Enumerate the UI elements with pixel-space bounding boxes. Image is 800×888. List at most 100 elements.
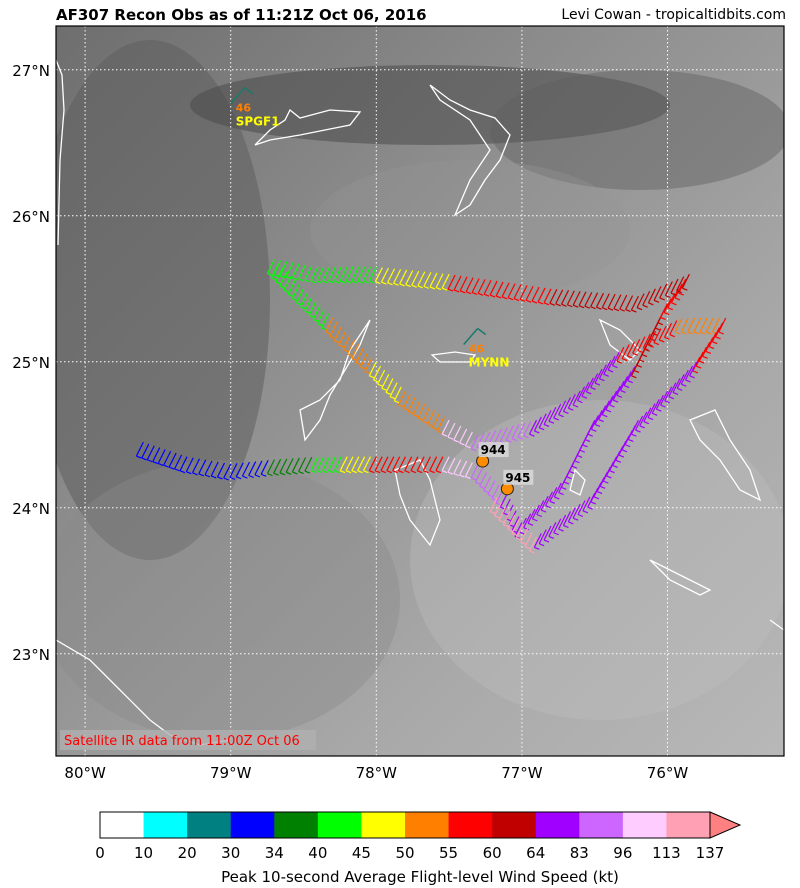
wind-barb-flag (643, 421, 650, 425)
wind-barb (470, 463, 479, 479)
colorbar-tick-label: 20 (178, 844, 197, 862)
satellite-note-box (60, 730, 316, 750)
wind-barb-flag (663, 311, 670, 316)
wind-barb-flag (706, 331, 712, 335)
wind-barb (453, 459, 462, 474)
wind-barb-flag (479, 485, 485, 489)
wind-barb (515, 523, 524, 539)
wind-barb (168, 452, 177, 468)
wind-barb (623, 371, 632, 386)
wind-barb-flag (529, 550, 535, 554)
wind-barb (653, 328, 662, 343)
wind-barb-flag (242, 475, 248, 479)
wind-barb (333, 266, 342, 282)
wind-barb (692, 356, 701, 372)
track-segment (223, 459, 269, 481)
wind-barb-flag (373, 379, 379, 383)
wind-barb-flag (584, 438, 591, 443)
wind-barb (566, 290, 575, 306)
track-segment (441, 419, 473, 449)
wind-barb-flag (538, 427, 545, 431)
wind-barb-flag (447, 436, 454, 440)
colorbar-tick-label: 45 (352, 844, 371, 862)
wind-barb (351, 266, 360, 282)
wind-barb-flag (540, 509, 547, 513)
track-segment (528, 393, 576, 437)
map-frame (55, 25, 785, 757)
wind-barb (659, 390, 669, 406)
wind-barb-flag (519, 298, 526, 302)
wind-barb-flag (693, 331, 700, 335)
wind-barb-flag (636, 307, 643, 311)
wind-barb-flag (584, 305, 591, 309)
wind-barb-flag (574, 460, 580, 464)
wind-barb (609, 390, 618, 406)
wind-barb (555, 289, 564, 305)
wind-barb-flag (718, 331, 724, 335)
wind-barb-flag (339, 470, 346, 474)
wind-barb (501, 282, 510, 298)
wind-barb (670, 278, 679, 294)
track-segment (368, 361, 402, 404)
wind-barb (676, 276, 685, 291)
wind-barb-flag (613, 308, 620, 312)
wind-barb-flag (260, 473, 267, 477)
wind-barb-flag (271, 277, 277, 281)
wind-barb-flag (517, 436, 524, 440)
wind-barb-flag (572, 304, 579, 308)
wind-barb (447, 457, 456, 473)
wind-barb-flag (568, 521, 574, 525)
wind-barb (479, 472, 488, 487)
wind-barb (544, 491, 554, 507)
wind-barb-flag (558, 528, 564, 532)
wind-barb (702, 342, 711, 357)
colorbar-tick-label: 83 (570, 844, 589, 862)
wind-barb-flag (304, 279, 311, 283)
wind-barb-flag (624, 444, 631, 448)
wind-barb (417, 271, 426, 287)
wind-barb (204, 460, 213, 476)
track-segment (339, 456, 372, 474)
wind-barb-flag (621, 449, 628, 453)
wind-barb-flag (637, 350, 644, 354)
wind-barb (538, 413, 547, 428)
wind-barb-flag (204, 474, 211, 478)
wind-barb-flag (621, 357, 628, 362)
wind-barb-flag (511, 532, 518, 537)
wind-barb (698, 346, 707, 362)
wind-barb (621, 344, 630, 359)
wind-barb (528, 536, 538, 552)
lat-tick-label: 27°N (12, 62, 50, 80)
wind-barb-flag (670, 292, 677, 296)
wind-barb-flag (657, 322, 664, 326)
wind-barb (459, 276, 468, 292)
wind-barb (380, 267, 389, 283)
wind-barb (540, 495, 549, 511)
wind-barb (603, 360, 612, 375)
wind-barb (459, 428, 468, 444)
colorbar-bin (405, 812, 450, 838)
wind-barb-flag (511, 438, 518, 442)
wind-barb (483, 476, 492, 491)
wind-barb (304, 456, 313, 472)
wind-barb (393, 386, 402, 402)
wind-barb (695, 351, 704, 367)
wind-barb (612, 385, 621, 401)
wind-barb-flag (507, 528, 513, 532)
colorbar-label: Peak 10-second Average Flight-level Wind… (221, 868, 619, 886)
wind-barb-flag (235, 476, 242, 480)
wind-barb (659, 303, 669, 318)
wind-barb (152, 447, 161, 462)
wind-barb (459, 460, 468, 476)
wind-barb (678, 278, 687, 294)
wind-barb-flag (459, 474, 465, 478)
track-segment (397, 456, 444, 474)
wind-barb (241, 461, 250, 477)
wind-barb-flag (708, 346, 715, 350)
wind-barb (576, 386, 586, 401)
wind-barb (590, 415, 599, 430)
wind-barb (316, 456, 325, 471)
wind-barb-flag (347, 353, 353, 357)
wind-barb (681, 273, 690, 289)
wind-barb (680, 317, 689, 333)
